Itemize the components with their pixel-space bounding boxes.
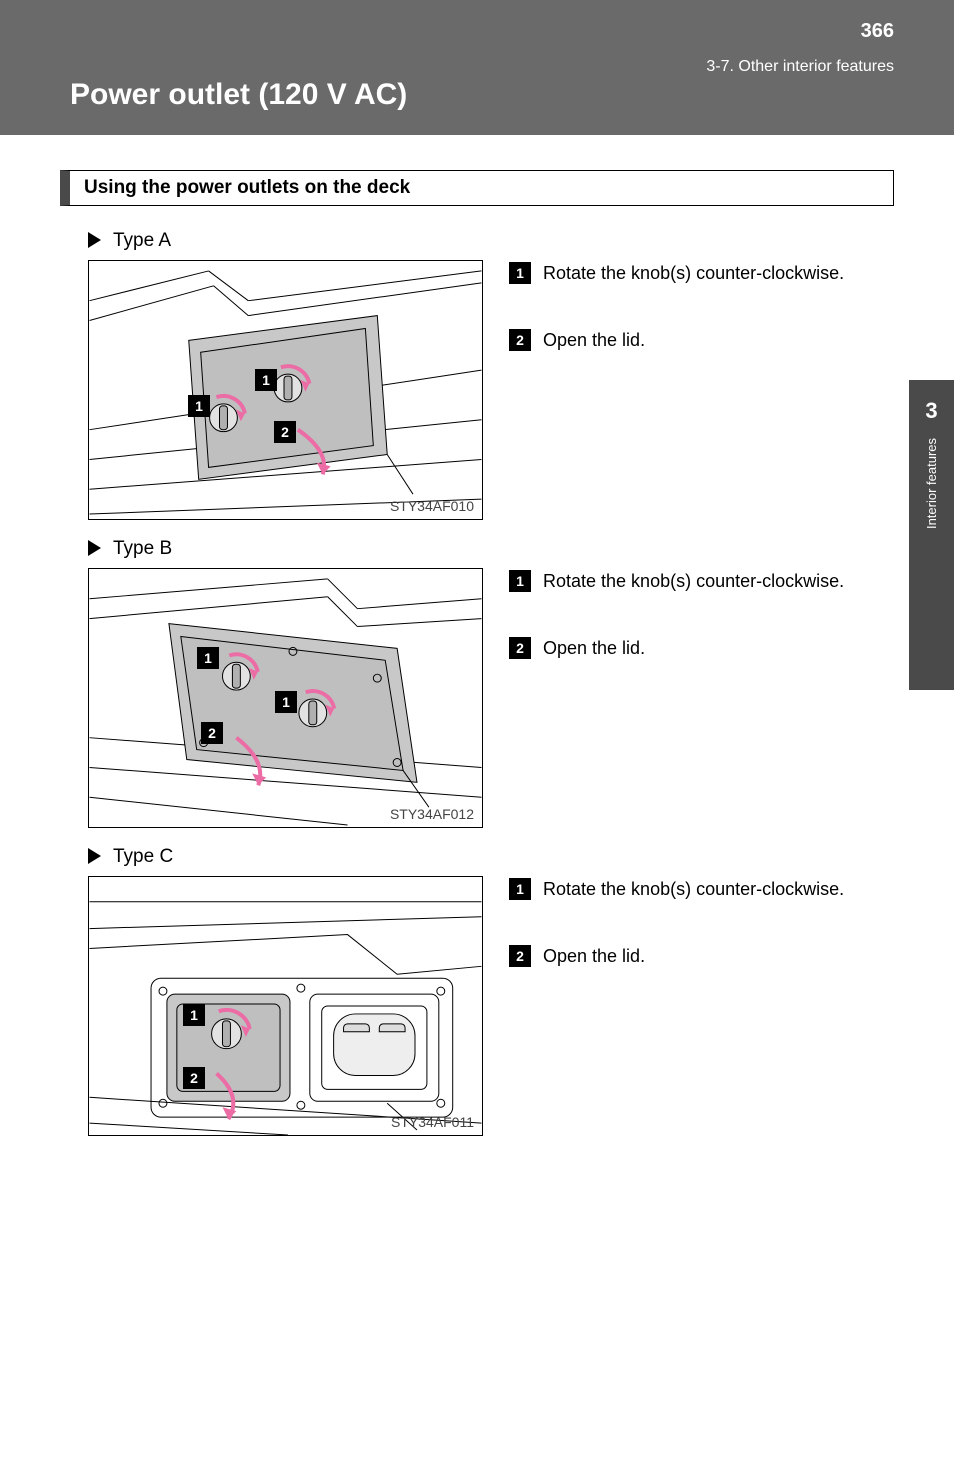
step-badge-2: 2 xyxy=(509,945,531,967)
step-text-2: Open the lid. xyxy=(543,943,645,970)
callout-badge: 1 xyxy=(275,691,297,713)
instructions: 1 Rotate the knob(s) counter-clockwise. … xyxy=(509,568,844,702)
header-section: 3-7. Other interior features xyxy=(706,58,894,76)
callout-badge: 2 xyxy=(183,1067,205,1089)
variant-row-c: 1 2 STY34AF011 1 Rotate the knob(s) count… xyxy=(88,876,894,1136)
instructions: 1 Rotate the knob(s) counter-clockwise. … xyxy=(509,260,844,394)
step-text-1: Rotate the knob(s) counter-clockwise. xyxy=(543,876,844,903)
image-code: STY34AF010 xyxy=(390,498,474,514)
side-tab-label: Interior features xyxy=(924,438,939,529)
step-badge-1: 1 xyxy=(509,878,531,900)
variant-label-c: Type C xyxy=(88,846,894,868)
page-number: 366 xyxy=(861,20,894,43)
callout-badge: 1 xyxy=(197,647,219,669)
page-title: Power outlet (120 V AC) xyxy=(70,78,407,112)
callout-badge: 1 xyxy=(188,395,210,417)
image-code: STY34AF011 xyxy=(391,1114,474,1130)
side-tab: 3 Interior features xyxy=(909,380,954,690)
variant-row-a: 1 1 2 STY34AF010 1 Rotate the knob(s) coun… xyxy=(88,260,894,520)
variant-label-a: Type A xyxy=(88,230,894,252)
triangle-icon xyxy=(88,848,101,864)
step-text-1: Rotate the knob(s) counter-clockwise. xyxy=(543,260,844,287)
triangle-icon xyxy=(88,232,101,248)
illustration-b: 1 1 2 STY34AF012 xyxy=(88,568,483,828)
triangle-icon xyxy=(88,540,101,556)
callout-badge: 2 xyxy=(274,421,296,443)
step-badge-1: 1 xyxy=(509,262,531,284)
illustration-c: 1 2 STY34AF011 xyxy=(88,876,483,1136)
callout-badge: 2 xyxy=(201,722,223,744)
variant-row-b: 1 1 2 STY34AF012 1 Rotate the knob(s) coun… xyxy=(88,568,894,828)
section-heading: Using the power outlets on the deck xyxy=(60,170,894,206)
instructions: 1 Rotate the knob(s) counter-clockwise. … xyxy=(509,876,844,1010)
step-badge-1: 1 xyxy=(509,570,531,592)
illustration-a: 1 1 2 STY34AF010 xyxy=(88,260,483,520)
step-text-2: Open the lid. xyxy=(543,635,645,662)
side-tab-number: 3 xyxy=(909,398,954,424)
step-badge-2: 2 xyxy=(509,637,531,659)
header-bar: 366 3-7. Other interior features Power o… xyxy=(0,0,954,135)
callout-badge: 1 xyxy=(255,369,277,391)
variant-label-b: Type B xyxy=(88,538,894,560)
step-badge-2: 2 xyxy=(509,329,531,351)
step-text-2: Open the lid. xyxy=(543,327,645,354)
image-code: STY34AF012 xyxy=(390,806,474,822)
callout-badge: 1 xyxy=(183,1004,205,1026)
step-text-1: Rotate the knob(s) counter-clockwise. xyxy=(543,568,844,595)
